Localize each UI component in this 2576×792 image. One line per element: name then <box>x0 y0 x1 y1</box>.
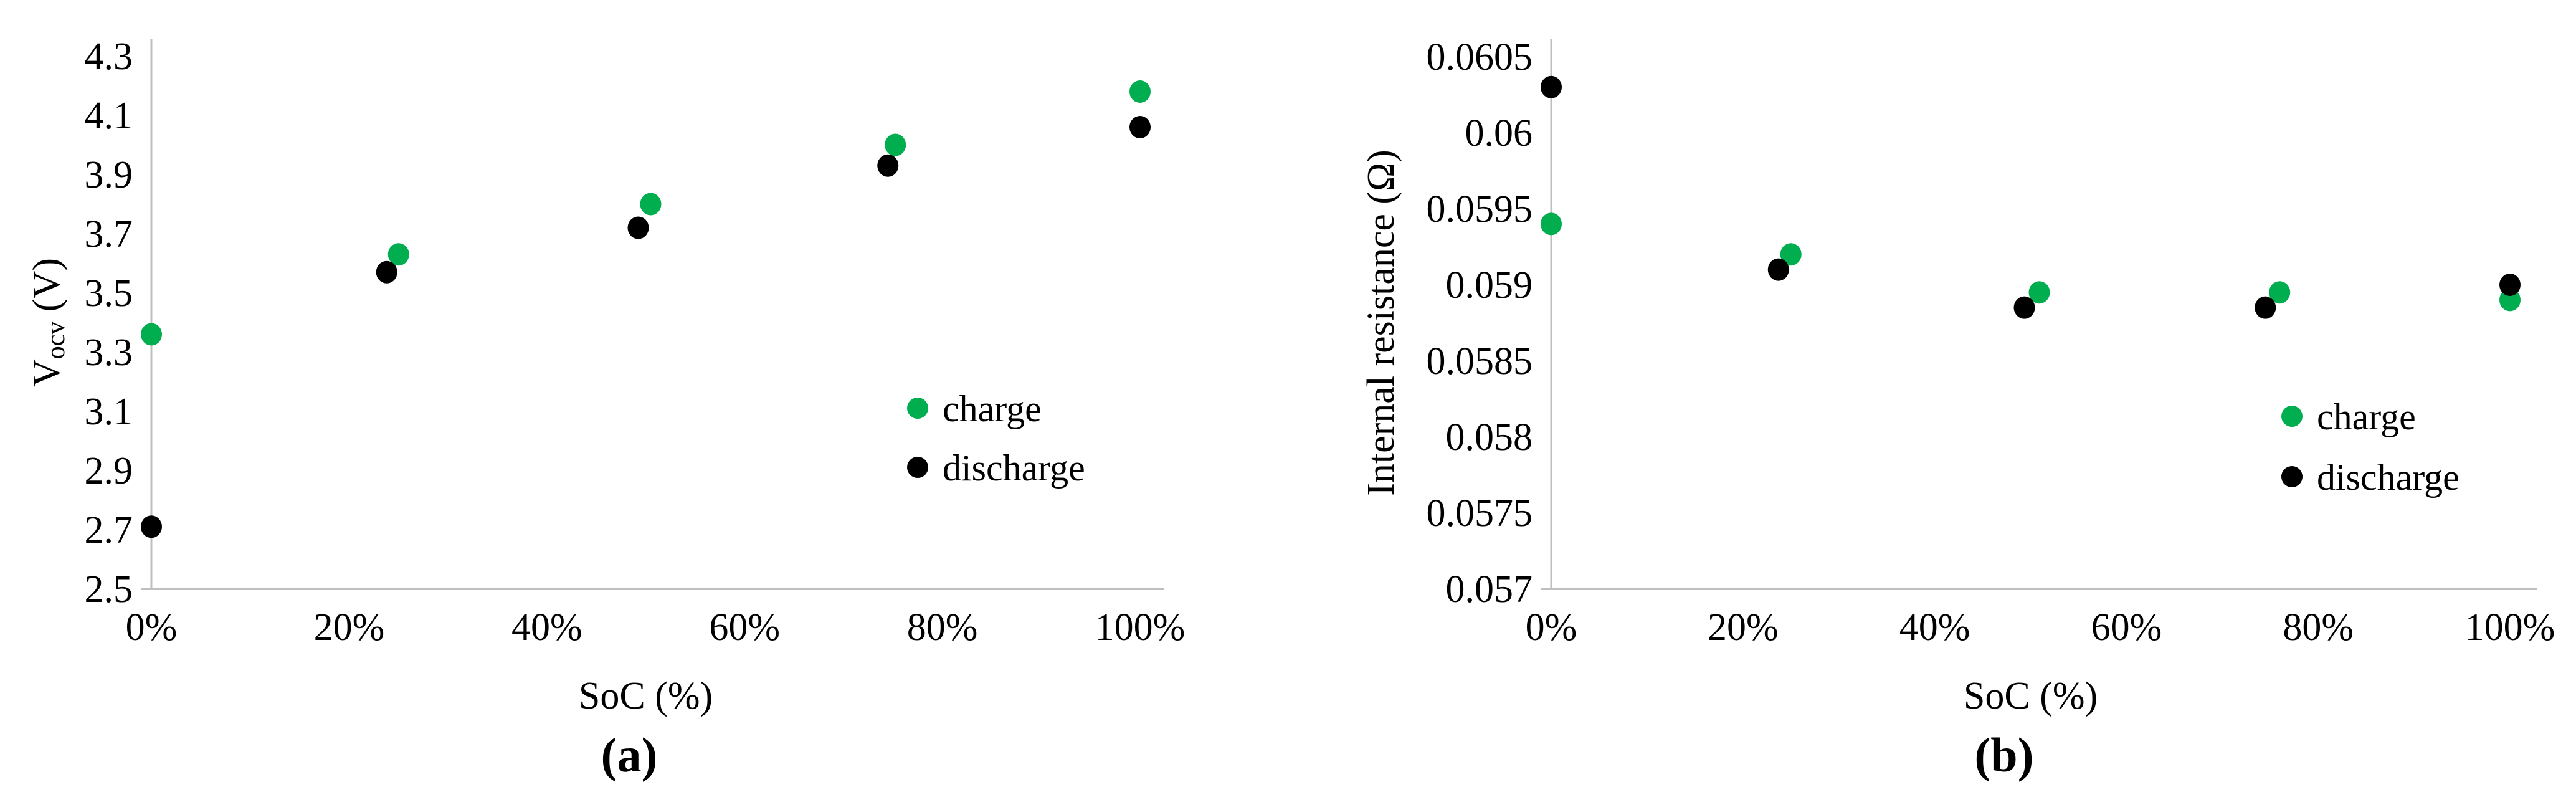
data-point-discharge-0pct <box>1541 75 1562 98</box>
y-axis-title: Vocv (V) <box>26 258 70 387</box>
x-tick-label: 20% <box>314 606 385 649</box>
data-point-discharge-25pct <box>376 260 397 284</box>
y-tick-label: 0.057 <box>1446 568 1533 611</box>
data-point-discharge-100pct <box>2499 274 2521 296</box>
data-point-charge-0pct <box>141 323 162 346</box>
y-tick-label: 2.5 <box>85 568 133 611</box>
y-tick-label: 0.0605 <box>1427 36 1533 79</box>
legend-marker-charge <box>907 398 928 419</box>
y-tick-label: 0.0575 <box>1427 492 1533 535</box>
data-point-charge-0pct <box>1541 212 1562 236</box>
y-tick-label: 0.0595 <box>1427 188 1533 231</box>
panel-caption-b: (b) <box>1974 728 2033 782</box>
data-point-discharge-50pct <box>2013 296 2035 319</box>
legend-marker-charge <box>2281 406 2303 427</box>
data-point-discharge-100pct <box>1129 116 1151 138</box>
data-point-discharge-0pct <box>141 515 162 538</box>
x-tick-label: 80% <box>2283 606 2354 649</box>
x-tick-label: 0% <box>1526 606 1577 649</box>
legend-marker-discharge <box>907 457 928 478</box>
x-tick-label: 100% <box>1095 606 1186 649</box>
legend-marker-discharge <box>2281 466 2303 487</box>
y-axis-title: Internal resistance (Ω) <box>1360 150 1402 496</box>
y-tick-label: 0.058 <box>1446 416 1533 459</box>
y-tick-label: 0.059 <box>1446 264 1533 307</box>
y-tick-label: 3.1 <box>85 391 133 433</box>
data-point-discharge-75pct <box>2255 296 2276 319</box>
data-point-discharge-50pct <box>627 216 649 239</box>
x-tick-label: 40% <box>1899 606 1970 649</box>
y-tick-label: 3.5 <box>85 272 133 315</box>
x-tick-label: 100% <box>2465 606 2555 649</box>
legend-label-discharge: discharge <box>943 447 1085 489</box>
panel-caption-a: (a) <box>601 728 658 782</box>
data-point-charge-50pct <box>640 193 662 216</box>
y-tick-label: 3.3 <box>85 332 133 374</box>
data-point-charge-50pct <box>2028 281 2050 304</box>
data-point-discharge-25pct <box>1767 258 1789 281</box>
x-tick-label: 40% <box>511 606 582 649</box>
data-point-charge-25pct <box>387 243 409 266</box>
legend-label-discharge: discharge <box>2317 457 2460 498</box>
data-point-charge-75pct <box>885 133 906 156</box>
legend-label-charge: charge <box>2317 396 2416 437</box>
data-point-discharge-75pct <box>877 154 899 177</box>
x-tick-label: 80% <box>907 606 978 649</box>
y-tick-label: 0.06 <box>1465 112 1533 155</box>
y-tick-label: 0.0585 <box>1427 340 1533 383</box>
x-tick-label: 0% <box>126 606 178 649</box>
chart-a-plot: 2.5 2.7 2.9 3.1 3.3 3.5 3.7 3.9 4.1 4.3 0% 20% 40% 60… <box>26 36 1186 782</box>
data-point-charge-25pct <box>1780 243 1802 266</box>
y-tick-label: 2.9 <box>85 450 133 492</box>
chart-b-internal-resistance-vs-soc: 0.057 0.0575 0.058 0.0585 0.059 0.0595 0.06 0.0… <box>1288 0 2576 792</box>
chart-a-vocv-vs-soc: 2.5 2.7 2.9 3.1 3.3 3.5 3.7 3.9 4.1 4.3 0% 20% 40% 60… <box>26 36 1186 782</box>
y-tick-label: 3.7 <box>85 213 133 255</box>
chart-b-plot: 0.057 0.0575 0.058 0.0585 0.059 0.0595 0.06 0.0… <box>1360 36 2555 782</box>
y-tick-label: 2.7 <box>85 509 133 551</box>
x-tick-label: 20% <box>1708 606 1779 649</box>
x-axis-title: SoC (%) <box>1964 675 2098 717</box>
y-tick-label: 3.9 <box>85 154 133 196</box>
data-point-charge-100pct <box>1129 80 1151 103</box>
x-axis-title: SoC (%) <box>579 675 713 717</box>
y-tick-label: 4.1 <box>85 95 133 137</box>
legend-label-charge: charge <box>943 388 1042 429</box>
x-tick-label: 60% <box>2091 606 2162 649</box>
x-tick-label: 60% <box>709 606 780 649</box>
y-tick-label: 4.3 <box>85 36 133 78</box>
data-point-charge-75pct <box>2269 281 2291 304</box>
